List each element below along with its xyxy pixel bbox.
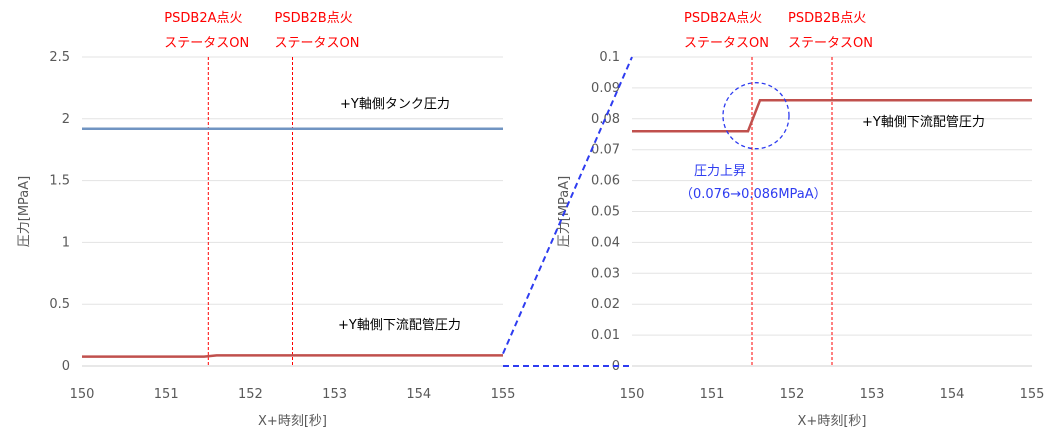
y-tick-label: 0.09 (591, 81, 620, 96)
x-tick-label: 150 (620, 387, 645, 402)
event-label-line2: ステータスON (164, 36, 249, 51)
zoom-line-top (502, 56, 633, 355)
zoom-connector (502, 56, 633, 367)
right-chart: 00.010.020.030.040.050.060.070.080.090.1… (557, 11, 1044, 429)
y-tick-label: 0.03 (591, 266, 620, 281)
event-label-line2: ステータスON (275, 36, 360, 51)
y-tick-label: 0.01 (591, 328, 620, 343)
y-tick-label: 2.5 (49, 50, 70, 65)
x-tick-label: 151 (154, 387, 179, 402)
y-tick-label: 1.5 (49, 174, 70, 189)
left-chart: 0 0.5 1 1.5 2 2.5 150 151 152 153 154 155 X+時刻[秒] 圧力[… (17, 11, 515, 429)
y-tick-label: 1 (62, 235, 70, 250)
y-tick-label: 2 (62, 112, 70, 127)
y-tick-label: 0.07 (591, 143, 620, 158)
series-label: +Y軸側下流配管圧力 (338, 318, 461, 333)
y-tick-label: 0.5 (49, 297, 70, 312)
x-tick-label: 154 (940, 387, 965, 402)
y-tick-label: 0.02 (591, 297, 620, 312)
x-tick-label: 153 (860, 387, 885, 402)
highlight-circle (722, 82, 790, 150)
event-label-line2: ステータスON (788, 36, 873, 51)
event-label-line2: ステータスON (684, 36, 769, 51)
y-tick-label: 0 (62, 359, 70, 374)
series-line (632, 99, 1032, 133)
series-line (82, 354, 503, 358)
annotation-line1: 圧力上昇 (694, 164, 746, 179)
y-tick-label: 0.06 (591, 174, 620, 189)
x-tick-label: 150 (70, 387, 95, 402)
x-tick-label: 154 (406, 387, 431, 402)
x-axis-label: X+時刻[秒] (258, 414, 327, 429)
event-label-line1: PSDB2A点火 (164, 11, 242, 26)
x-tick-label: 155 (1020, 387, 1045, 402)
series-label: +Y軸側タンク圧力 (340, 97, 450, 112)
event-label-line1: PSDB2B点火 (275, 11, 353, 26)
event-label-line1: PSDB2A点火 (684, 11, 762, 26)
x-tick-label: 151 (700, 387, 725, 402)
series-label: +Y軸側下流配管圧力 (862, 115, 985, 130)
annotation-line2: （0.076→0.086MPaA） (680, 187, 827, 202)
x-axis-label: X+時刻[秒] (798, 414, 867, 429)
x-tick-label: 152 (780, 387, 805, 402)
x-tick-label: 155 (491, 387, 516, 402)
x-tick-label: 153 (322, 387, 347, 402)
y-tick-label: 0.1 (599, 50, 620, 65)
y-tick-label: 0.05 (591, 205, 620, 220)
y-axis-label: 圧力[MPaA] (17, 176, 32, 247)
y-tick-label: 0.04 (591, 235, 620, 250)
x-tick-label: 152 (238, 387, 263, 402)
event-label-line1: PSDB2B点火 (788, 11, 866, 26)
